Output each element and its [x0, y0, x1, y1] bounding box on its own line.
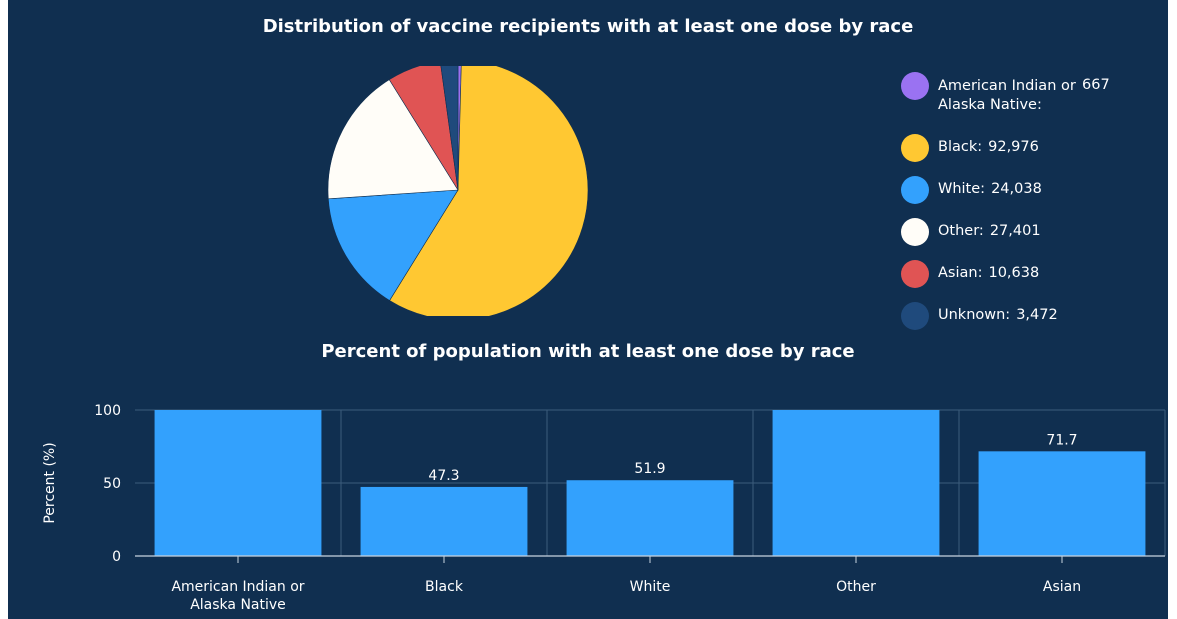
legend-item-asian[interactable]: Asian: 10,638	[901, 260, 1161, 290]
legend-item-white[interactable]: White: 24,038	[901, 176, 1161, 206]
bar-asian[interactable]	[978, 451, 1146, 556]
legend-label: Asian:	[938, 265, 983, 281]
legend-item-unknown[interactable]: Unknown: 3,472	[901, 302, 1161, 332]
bar-white[interactable]	[566, 480, 734, 556]
y-tick-label: 100	[94, 403, 121, 419]
legend-swatch-unknown	[901, 302, 929, 330]
data-label-asian: 71.7	[1046, 432, 1077, 448]
y-tick-label: 50	[103, 476, 121, 492]
legend-label: White:	[938, 181, 986, 197]
legend-label: Black:	[938, 139, 983, 155]
legend-item-black[interactable]: Black: 92,976	[901, 134, 1161, 164]
bar-chart: 47.3 51.9 71.7 0 50 100 American Indian or Ala…	[42, 403, 1166, 613]
legend-text: Asian: 10,638	[938, 265, 1039, 281]
pie-slice-american-indian-or-alaska-native[interactable]	[457, 66, 462, 191]
bar-american-indian-or-alaska-native[interactable]	[154, 410, 322, 556]
pie-slice-white[interactable]	[327, 189, 459, 301]
legend-value: 667	[1082, 77, 1110, 93]
y-axis-label: Percent (%)	[42, 442, 58, 523]
legend-swatch-other	[901, 218, 929, 246]
legend-value: 27,401	[989, 223, 1041, 239]
legend-value: 24,038	[991, 181, 1042, 197]
chart-panel: Distribution of vaccine recipients with …	[8, 0, 1168, 619]
pie-chart-title: Distribution of vaccine recipients with …	[262, 16, 914, 37]
x-tick-label-asian: Asian	[1043, 579, 1081, 595]
legend-value: 3,472	[1016, 307, 1058, 323]
legend-text: Other: 27,401	[938, 223, 1041, 239]
pie-slice-other[interactable]	[327, 79, 459, 200]
data-label-black: 47.3	[428, 468, 459, 484]
legend-value: 92,976	[988, 139, 1039, 155]
legend-swatch-black	[901, 134, 929, 162]
bar-black[interactable]	[360, 486, 528, 556]
legend-swatch-white	[901, 176, 929, 204]
x-tick-label-black: Black	[425, 579, 464, 595]
x-tick-label-american-indian-or-alaska-native: American Indian or Alaska Native	[171, 579, 304, 613]
legend-label: Other:	[938, 223, 984, 239]
bar-chart-title: Percent of population with at least one …	[321, 341, 855, 362]
legend-item-other[interactable]: Other: 27,401	[901, 218, 1161, 248]
pie-slice-black[interactable]	[389, 66, 589, 316]
legend-text: White: 24,038	[938, 181, 1042, 197]
x-tick-label-white: White	[630, 579, 671, 595]
legend-label: American Indian or Alaska Native:	[938, 78, 1076, 113]
legend-swatch-american-indian-or-alaska-native	[901, 72, 929, 100]
bar-other[interactable]	[772, 410, 940, 556]
x-tick-label-other: Other	[836, 579, 876, 595]
legend-text: Unknown: 3,472	[938, 307, 1058, 323]
y-tick-label: 0	[112, 549, 121, 565]
pie-chart	[327, 66, 589, 316]
legend-item-american-indian-or-alaska-native[interactable]: American Indian or Alaska Native: 667	[901, 72, 1161, 113]
legend-text: Black: 92,976	[938, 139, 1039, 155]
legend-text: American Indian or Alaska Native: 667	[938, 77, 1110, 115]
legend-swatch-asian	[901, 260, 929, 288]
legend-value: 10,638	[988, 265, 1040, 281]
data-label-white: 51.9	[634, 461, 665, 477]
legend-label: Unknown:	[938, 307, 1011, 323]
pie-slice-unknown[interactable]	[440, 66, 459, 191]
pie-slice-asian[interactable]	[388, 66, 459, 191]
